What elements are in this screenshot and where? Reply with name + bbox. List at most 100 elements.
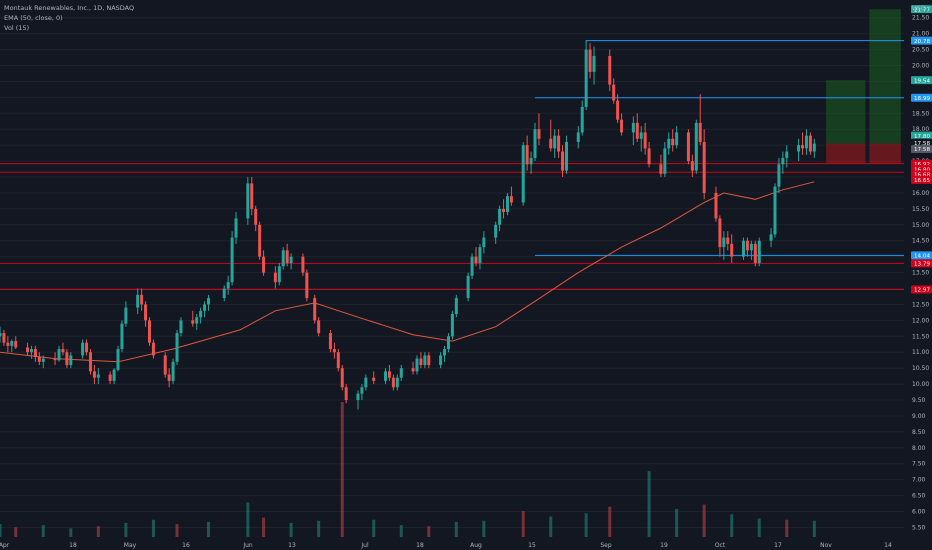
candle-body (328, 333, 332, 350)
price-label-text: 14.04 (914, 254, 930, 260)
candle-body (620, 119, 624, 133)
candle-body (478, 247, 482, 264)
candle-body (203, 304, 207, 311)
candle-body (584, 49, 588, 107)
price-label-text: 17.58 (914, 141, 930, 147)
candle-body (246, 183, 250, 219)
volume-bars (0, 402, 816, 537)
candle-body (494, 224, 498, 238)
volume-bar (69, 528, 73, 537)
candle-body (136, 294, 140, 308)
price-label-box (911, 5, 932, 14)
candle-body (372, 377, 376, 381)
y-tick-label: 18.50 (912, 110, 929, 117)
candle-body (206, 298, 210, 305)
candle-body (635, 122, 639, 139)
x-tick-label: 19 (660, 542, 668, 549)
candle-body (262, 256, 266, 273)
candle-body (65, 352, 69, 365)
candle-body (395, 377, 399, 388)
horizontal-levels (0, 40, 904, 290)
candle-body (730, 243, 734, 257)
candle-body (718, 218, 722, 248)
candle-body (53, 358, 57, 361)
candles (0, 40, 816, 410)
candle-body (450, 314, 454, 337)
candle-body (356, 393, 360, 401)
price-axis[interactable]: 21.5021.0020.5020.0019.5019.0018.5018.00… (912, 15, 929, 532)
legend-symbol[interactable]: Montauk Renewables, Inc., 1D, NASDAQ (4, 4, 135, 12)
candle-body (529, 157, 533, 165)
candle-body (273, 272, 277, 283)
volume-bar (151, 519, 155, 537)
y-tick-label: 5.50 (912, 524, 926, 531)
candle-body (301, 256, 305, 273)
candle-body (804, 135, 808, 149)
candle-body (753, 243, 757, 264)
y-tick-label: 18.00 (912, 126, 929, 133)
candle-body (777, 164, 781, 187)
candle-body (797, 145, 801, 152)
candle-body (336, 352, 340, 369)
candle-body (281, 250, 285, 267)
candle-body (81, 342, 85, 356)
time-axis[interactable]: Apr 18 May 16 Jun 13 Jul 18 Aug 15 Sep 19 Oct 17 Nov 14 (0, 542, 892, 549)
candle-body (446, 336, 450, 350)
volume-bar (289, 522, 293, 537)
candle-body (588, 49, 592, 72)
y-tick-label: 12.50 (912, 301, 929, 308)
candle-body (608, 55, 612, 85)
candle-body (443, 349, 447, 356)
candle-body (553, 135, 557, 149)
candle-body (167, 374, 171, 381)
y-tick-label: 12.00 (912, 317, 929, 324)
y-tick-label: 21.00 (912, 31, 929, 38)
y-tick-label: 10.50 (912, 365, 929, 372)
candle-body (340, 368, 344, 388)
candle-body (41, 358, 45, 362)
price-label-box (911, 285, 932, 294)
candle-body (26, 347, 30, 353)
y-tick-label: 9.00 (912, 413, 926, 420)
volume-bar (340, 402, 344, 537)
price-axis-labels: 21.7720.7819.5418.9917.8017.5817.5816.92… (911, 5, 932, 294)
price-label-text: 16.65 (914, 178, 930, 184)
candle-body (10, 341, 14, 346)
price-label-text: 13.79 (914, 262, 930, 268)
x-tick-label: 13 (288, 542, 296, 549)
candle-body (277, 266, 281, 283)
x-tick-label: 18 (69, 542, 77, 549)
x-tick-label: May (124, 542, 137, 549)
legend-volume[interactable]: Vol (15) (4, 24, 30, 32)
legend-ema[interactable]: EMA (50, close, 0) (4, 14, 63, 22)
y-tick-label: 20.50 (912, 47, 929, 54)
candle-body (399, 368, 403, 378)
candle-body (557, 135, 561, 152)
candle-body (14, 341, 18, 348)
candle-body (749, 243, 753, 251)
candle-body (580, 106, 584, 133)
price-label-text: 18.99 (914, 96, 930, 102)
volume-bar (262, 517, 266, 537)
profit-zone (869, 9, 901, 144)
candle-body (6, 342, 10, 346)
candle-body (726, 237, 730, 244)
candle-body (69, 355, 73, 365)
x-tick-label: Jul (360, 542, 369, 549)
candle-body (631, 122, 635, 133)
candle-body (757, 240, 761, 264)
candle-body (509, 196, 513, 203)
loss-zone (826, 143, 866, 164)
volume-bar (454, 521, 458, 537)
candle-body (61, 349, 65, 353)
y-tick-label: 14.50 (912, 238, 929, 245)
price-label-text: 16.92 (914, 162, 930, 168)
y-tick-label: 8.00 (912, 445, 926, 452)
candle-body (639, 132, 643, 139)
candle-body (29, 349, 33, 353)
candle-body (391, 377, 395, 388)
candle-body (226, 282, 230, 289)
candle-body (616, 100, 620, 120)
chart-legend: Montauk Renewables, Inc., 1D, NASDAQ EMA… (4, 3, 134, 33)
